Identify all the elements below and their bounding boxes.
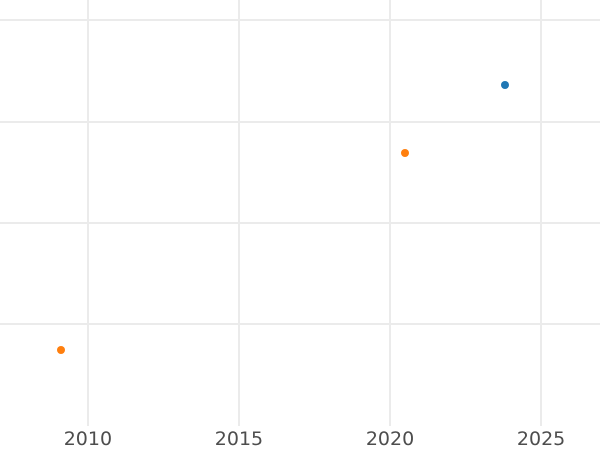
x-tick-label: 2025 — [516, 427, 566, 450]
x-tick-label: 2015 — [214, 427, 264, 450]
gridline-vertical — [540, 0, 543, 426]
gridline-horizontal — [0, 19, 600, 22]
gridline-vertical — [86, 0, 89, 426]
gridline-horizontal — [0, 221, 600, 224]
scatter-point-orange — [56, 345, 65, 354]
gridline-vertical — [237, 0, 240, 426]
x-tick-label: 2020 — [365, 427, 415, 450]
scatter-point-blue — [500, 81, 509, 90]
gridline-horizontal — [0, 323, 600, 326]
scatter-point-orange — [401, 149, 410, 158]
gridline-vertical — [389, 0, 392, 426]
x-tick-label: 2010 — [63, 427, 113, 450]
gridline-horizontal — [0, 120, 600, 123]
